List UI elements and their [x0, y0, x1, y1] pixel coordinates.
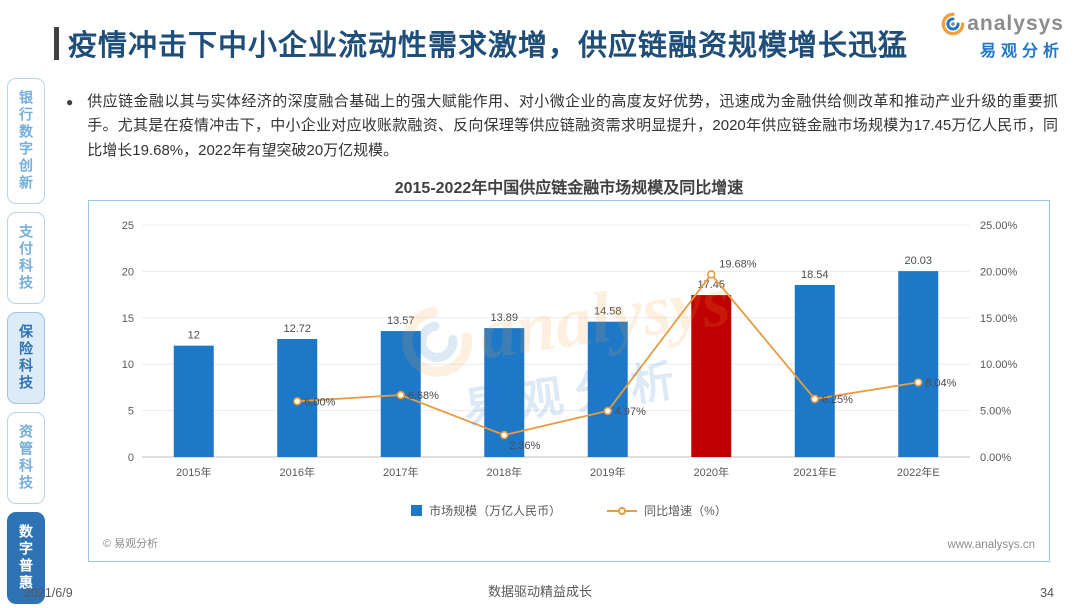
svg-text:5: 5	[128, 406, 134, 418]
bar-series-swatch	[411, 505, 423, 516]
svg-text:10.00%: 10.00%	[980, 359, 1018, 371]
svg-text:2017年: 2017年	[383, 465, 418, 479]
svg-text:15: 15	[122, 313, 134, 325]
chart-container: analysys 易观分析 00.00%55.00%1010.00%1515.0…	[88, 200, 1050, 562]
legend-label-growth-rate: 同比增速（%）	[644, 504, 727, 518]
svg-text:2016年: 2016年	[280, 465, 315, 479]
svg-text:2021年E: 2021年E	[793, 465, 836, 479]
footer-slogan: 数据驱动精益成长	[487, 584, 592, 599]
category-sidebar: 银行数字创新支付科技保险科技资管科技数字普惠	[6, 78, 46, 604]
svg-text:4.97%: 4.97%	[615, 406, 646, 418]
svg-text:0.00%: 0.00%	[980, 452, 1011, 464]
chart-copyright: © 易观分析	[103, 538, 159, 550]
sidebar-tab-1[interactable]: 银行数字创新	[7, 78, 45, 204]
chart-legend: 市场规模（万亿人民币） 同比增速（%）	[89, 502, 1049, 519]
bullet-icon: ●	[66, 95, 74, 109]
logo-text-cn: 易观分析	[979, 43, 1064, 60]
svg-text:25: 25	[122, 220, 134, 232]
page-header: 疫情冲击下中小企业流动性需求激增，供应链融资规模增长迅猛	[54, 22, 908, 64]
summary-block: ● 供应链金融以其与实体经济的深度融合基础上的强大赋能作用、对小微企业的高度友好…	[66, 90, 1058, 163]
svg-text:12.72: 12.72	[283, 323, 311, 335]
svg-text:6.00%: 6.00%	[304, 396, 335, 408]
svg-text:10: 10	[122, 359, 134, 371]
line-series-swatch	[607, 506, 638, 515]
svg-text:14.58: 14.58	[594, 306, 622, 318]
svg-text:6.68%: 6.68%	[408, 390, 439, 402]
svg-text:2022年E: 2022年E	[897, 465, 940, 479]
svg-text:8.04%: 8.04%	[925, 377, 956, 389]
footer-date: 2021/6/9	[24, 586, 73, 600]
svg-text:25.00%: 25.00%	[980, 220, 1018, 232]
svg-text:12: 12	[188, 330, 200, 342]
svg-text:2.36%: 2.36%	[509, 440, 540, 452]
svg-text:15.00%: 15.00%	[980, 313, 1018, 325]
svg-text:2020年: 2020年	[694, 465, 729, 479]
page-number: 34	[1040, 586, 1054, 600]
chart-title: 2015-2022年中国供应链金融市场规模及同比增速	[394, 180, 744, 197]
legend-item-growth-rate: 同比增速（%）	[607, 502, 727, 519]
title-accent-bar	[54, 26, 59, 60]
summary-text: 供应链金融以其与实体经济的深度融合基础上的强大赋能作用、对小微企业的高度友好优势…	[87, 93, 1058, 159]
svg-text:5.00%: 5.00%	[980, 406, 1011, 418]
analysys-logo: analysys 易观分析	[941, 12, 1064, 61]
svg-text:2018年: 2018年	[487, 465, 522, 479]
market-size-growth-chart: 0 0.00% 5 5.00% 10 10.00% 15 15.00% 20 20.00% 25 25…	[122, 220, 1018, 479]
svg-text:2015年: 2015年	[176, 465, 211, 479]
svg-text:20: 20	[122, 266, 134, 278]
logo-text-en: analysys	[967, 12, 1064, 35]
sidebar-tab-5[interactable]: 数字普惠	[7, 512, 45, 604]
website-url: www.analysys.cn	[947, 539, 1035, 551]
svg-text:18.54: 18.54	[801, 269, 829, 281]
svg-text:2019年: 2019年	[590, 465, 625, 479]
svg-text:13.89: 13.89	[490, 312, 518, 324]
sidebar-tab-4[interactable]: 资管科技	[7, 412, 45, 504]
svg-text:20.00%: 20.00%	[980, 266, 1018, 278]
svg-text:19.68%: 19.68%	[719, 258, 757, 270]
svg-text:0: 0	[128, 452, 134, 464]
svg-text:13.57: 13.57	[387, 315, 415, 327]
svg-text:6.25%: 6.25%	[822, 394, 853, 406]
legend-item-market-size: 市场规模（万亿人民币）	[411, 502, 561, 519]
analysys-swirl-icon	[941, 12, 965, 36]
svg-text:20.03: 20.03	[904, 255, 932, 267]
sidebar-tab-3[interactable]: 保险科技	[7, 312, 45, 404]
page-title: 疫情冲击下中小企业流动性需求激增，供应链融资规模增长迅猛	[68, 30, 909, 62]
sidebar-tab-2[interactable]: 支付科技	[7, 212, 45, 304]
legend-label-market-size: 市场规模（万亿人民币）	[429, 504, 562, 518]
